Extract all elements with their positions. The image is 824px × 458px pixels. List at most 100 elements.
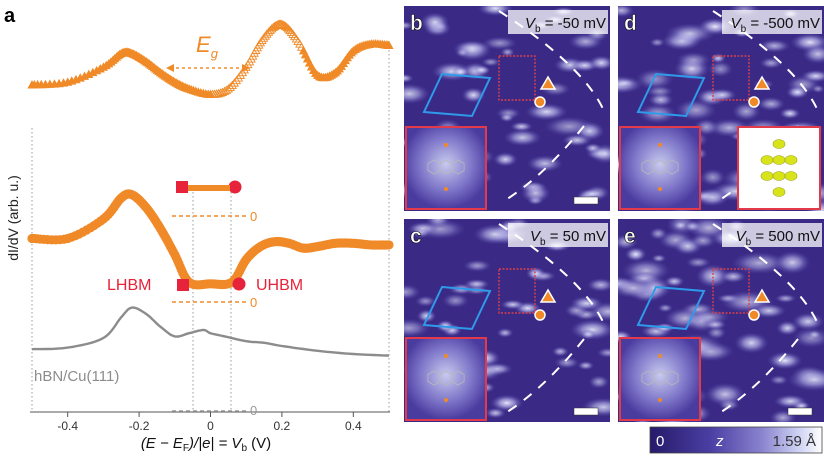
stm-panel-b: Vb = -50 mV b [404,6,610,211]
dft-orbital-lobe [772,187,786,197]
site-triangle-marker [539,75,557,90]
bias-label: Vb = 50 mV [530,228,606,248]
bias-label-bg [722,10,822,34]
stm-feature [554,356,580,369]
stm-feature [411,227,431,239]
colorbar-max: 1.59 Å [773,433,816,450]
site-triangle-marker [753,288,771,303]
unit-cell [636,72,706,118]
stm-feature [624,247,647,262]
zoom-region [712,268,750,314]
stm-feature [811,84,824,94]
stm-feature [574,121,605,141]
series-top-triangles [27,19,394,98]
stm-feature [700,168,726,186]
stm-feature [404,83,430,105]
stm-feature [415,295,437,307]
stm-feature [786,85,809,99]
dft-orbital-lobe [772,155,786,165]
lhbm-label: LHBM [107,277,151,294]
panel-letter-c: c [410,225,422,248]
marker-circle-uhbm [232,277,246,291]
stm-feature [588,55,610,71]
stm-feature [404,73,414,83]
stm-feature [404,284,421,300]
dft-orbital-lobe [784,155,798,165]
stm-feature [425,219,451,228]
stm-panel-d: Vb = -500 mV d [618,6,824,211]
data-point-triangle [282,22,292,32]
bias-label: Vb = -500 mV [731,15,820,35]
site-circle-marker [748,309,760,321]
stm-feature [588,375,610,389]
stm-feature [477,6,513,16]
stm-feature [499,113,515,123]
marker-circle-top [228,180,242,194]
stm-feature [787,368,824,392]
zoom-inset [619,126,701,210]
colorbar-min: 0 [656,433,664,450]
stm-feature [618,277,656,299]
stm-feature [490,394,524,412]
zoom-inset [405,126,487,210]
stm-feature [657,303,673,313]
stm-feature [503,128,542,147]
stm-feature [580,329,596,340]
stm-feature [570,296,603,311]
stm-feature [482,36,518,50]
zoom-inset [405,337,487,421]
eg-label: Eg [196,32,219,61]
bias-label: Vb = -50 mV [525,15,606,35]
stm-feature [590,143,610,164]
stm-feature [769,375,789,385]
scale-bar [573,196,599,205]
zero-label-top: 0 [250,209,257,224]
stm-feature [463,278,490,290]
stm-feature [651,254,667,263]
unit-cell [422,72,492,118]
marker-square-lhbm [177,279,189,291]
data-point-triangle [285,25,295,35]
stm-feature [596,347,610,358]
y-axis-label: dI/dV (arb. u.) [5,175,21,261]
marker-square-top [176,181,188,193]
bias-label-bg [508,10,608,34]
stm-feature [500,47,515,57]
dft-orbital-lobe [784,171,798,181]
stm-feature [779,107,801,120]
site-circle-marker [534,96,546,108]
stm-feature [757,96,786,112]
uhbm-label: UHBM [256,277,303,294]
site-triangle-marker [753,75,771,90]
data-point-triangle [384,40,394,50]
stm-feature [496,327,514,338]
stm-feature [500,299,525,310]
stm-feature [807,330,822,340]
stm-feature [676,51,711,68]
stm-feature [751,303,787,319]
stm-feature [720,270,747,283]
stm-feature [420,12,450,33]
x-ticks: -0.4 -0.2 0 0.2 0.4 [57,412,362,433]
substrate-label: hBN/Cu(111) [34,368,119,385]
x-tick-label: 0.2 [274,419,291,433]
scale-bar [573,407,599,416]
stm-panel-c: Vb = 50 mV c [404,219,610,422]
data-point-circle [384,240,394,250]
panel-letter-e: e [624,225,636,248]
stm-feature [690,309,730,325]
zoom-region [498,55,536,101]
bias-label-bg [722,223,822,247]
stm-feature [551,346,569,357]
molecule-overlay [641,354,679,402]
zoom-inset [619,337,701,421]
x-axis-label: (E − EF)/|e| = Vb (V) [141,435,271,454]
colorbar: 0 z 1.59 Å [649,426,823,454]
dft-orbital-lobe [760,155,774,165]
site-triangle-marker [539,288,557,303]
panel-a: a dI/dV (arb. u.) 0 0 0 Eg [4,5,394,454]
x-tick-label: 0 [207,419,214,433]
panel-letter-d: d [624,12,637,35]
site-circle-marker [534,309,546,321]
stm-feature [493,152,518,167]
